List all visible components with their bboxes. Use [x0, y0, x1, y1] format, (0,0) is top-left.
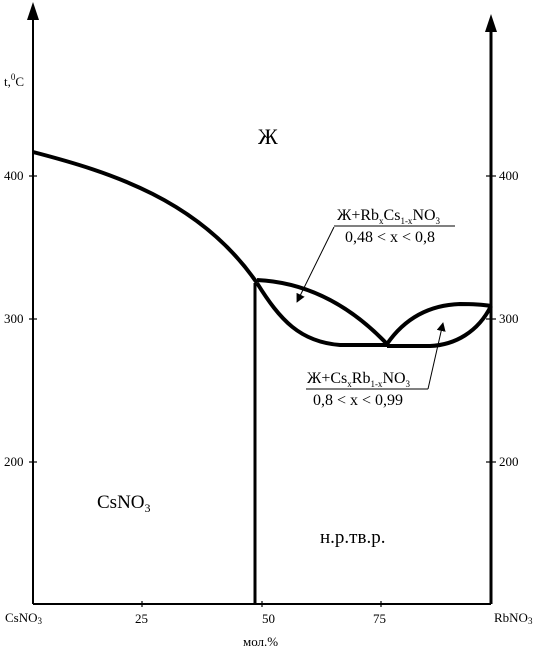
y-axis-unit-label: t,0C [4, 72, 24, 89]
right-tick-label-300: 300 [499, 311, 519, 326]
right-lens-lower-curve [387, 305, 493, 348]
right-lens-upper-curve [385, 301, 492, 346]
upper-annotation-formula: Ж+RbxCs1-xNO3 [337, 207, 441, 226]
left-axis-arrow-icon [27, 2, 39, 20]
left-tick-label-300: 300 [4, 311, 24, 326]
left-lens-lower-curve [255, 281, 387, 347]
x-right-component-label: RbNO3 [494, 610, 533, 626]
x-axis-title: мол.% [243, 634, 278, 649]
solid-solution-region-label: н.р.тв.р. [320, 527, 385, 548]
csno3-region-label: CsNO3 [97, 492, 151, 515]
liquid-region-label: Ж [258, 124, 278, 149]
csno3-liquidus-curve [32, 150, 259, 285]
x-tick-label-25: 25 [135, 611, 148, 626]
lower-annotation-range: 0,8 < x < 0,99 [313, 392, 403, 409]
x-left-component-label: CsNO3 [5, 610, 43, 626]
left-tick-label-200: 200 [4, 454, 24, 469]
right-tick-label-400: 400 [499, 168, 519, 183]
right-tick-label-200: 200 [499, 454, 519, 469]
x-tick-label-50: 50 [262, 611, 275, 626]
lower-annotation-leader-arrow [427, 322, 446, 390]
left-tick-label-400: 400 [4, 168, 24, 183]
upper-annotation-leader-arrow [296, 226, 335, 303]
upper-annotation-range: 0,48 < x < 0,8 [345, 229, 435, 246]
x-tick-label-75: 75 [373, 611, 386, 626]
lower-annotation-formula: Ж+CsxRb1-xNO3 [307, 370, 411, 389]
left-lens-upper-curve [256, 278, 389, 346]
right-axis-arrow-icon [485, 14, 497, 32]
